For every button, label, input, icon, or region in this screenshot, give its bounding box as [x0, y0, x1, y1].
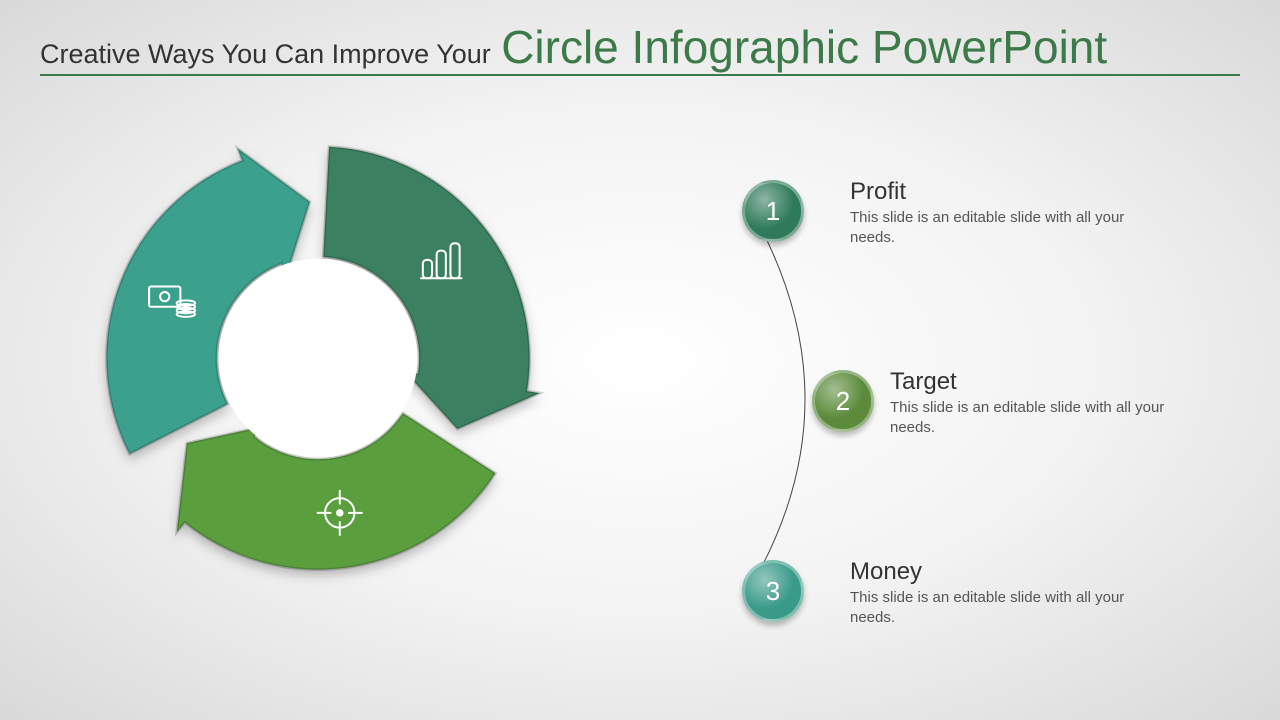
- item-3-desc: This slide is an editable slide with all…: [850, 588, 1170, 629]
- badge-2: 2: [812, 370, 874, 432]
- list-item-2: Target This slide is an editable slide w…: [890, 368, 1210, 439]
- badge-2-num: 2: [836, 386, 850, 417]
- item-2-title: Target: [890, 368, 1210, 396]
- item-1-desc: This slide is an editable slide with all…: [850, 208, 1170, 249]
- item-1-title: Profit: [850, 178, 1170, 206]
- title-big: Circle Infographic PowerPoint: [501, 21, 1107, 73]
- stage: 1 Profit This slide is an editable slide…: [0, 80, 1280, 720]
- title-small: Creative Ways You Can Improve Your: [40, 39, 491, 69]
- badge-3: 3: [742, 560, 804, 622]
- item-3-title: Money: [850, 558, 1170, 586]
- badge-1-num: 1: [766, 196, 780, 227]
- item-2-desc: This slide is an editable slide with all…: [890, 398, 1210, 439]
- list-column: 1 Profit This slide is an editable slide…: [720, 140, 1180, 660]
- list-item-1: Profit This slide is an editable slide w…: [850, 178, 1170, 249]
- badge-1: 1: [742, 180, 804, 242]
- center-hole: [219, 259, 418, 458]
- badge-3-num: 3: [766, 576, 780, 607]
- circle-cycle-diagram: [88, 128, 548, 588]
- slide-title: Creative Ways You Can Improve Your Circl…: [40, 20, 1240, 76]
- list-item-3: Money This slide is an editable slide wi…: [850, 558, 1170, 629]
